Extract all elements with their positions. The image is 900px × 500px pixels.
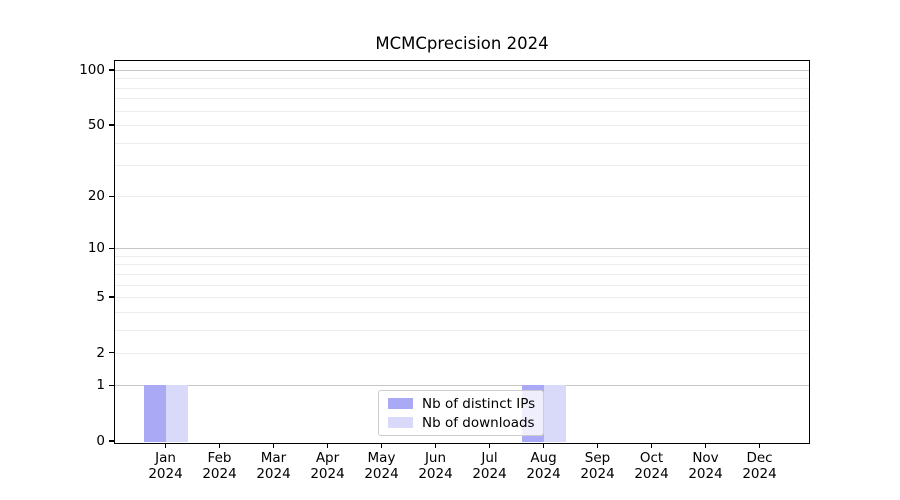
x-tick-label-apr: Apr 2024: [310, 450, 345, 482]
x-tick: [596, 443, 599, 448]
gridline-major: [115, 248, 809, 250]
plot-area: Nb of distinct IPs Nb of downloads 0 1 2 5 1…: [79, 60, 810, 482]
bar-nb-of-downloads-aug-2024: [543, 385, 566, 442]
gridline-major: [115, 70, 809, 71]
legend-label-downloads: Nb of downloads: [422, 414, 535, 431]
bar-nb-of-distinct-ips-jan-2024: [143, 385, 166, 442]
x-tick-label-jul: Jul 2024: [472, 450, 507, 482]
x-tick-label-aug: Aug 2024: [526, 450, 561, 482]
gridline-minor: [115, 297, 809, 298]
legend-entry-distinct-ips: Nb of distinct IPs: [385, 396, 537, 412]
x-tick-label-oct: Oct 2024: [634, 450, 669, 482]
x-tick-label-jan: Jan 2024: [148, 450, 183, 482]
gridline-minor: [115, 352, 809, 354]
gridline-minor: [115, 196, 809, 198]
y-tick-label: 0: [96, 433, 105, 449]
x-tick: [164, 443, 167, 448]
gridline-minor: [115, 124, 809, 126]
y-tick-label: 1: [96, 377, 105, 394]
x-tick: [542, 443, 545, 448]
y-tick-label: 10: [87, 240, 105, 257]
y-tick: [109, 247, 114, 249]
gridline-minor: [115, 87, 809, 89]
gridline-minor: [115, 78, 809, 80]
x-tick: [380, 443, 383, 448]
x-tick-label-sep: Sep 2024: [580, 450, 615, 482]
gridline-minor: [115, 273, 809, 275]
y-tick-label: 2: [96, 344, 105, 361]
gridline-minor: [115, 255, 809, 257]
y-tick-label: 5: [96, 289, 105, 305]
x-tick-label-dec: Dec 2024: [742, 450, 777, 482]
legend-swatch-downloads: [388, 417, 413, 428]
legend-label-distinct-ips: Nb of distinct IPs: [422, 395, 536, 412]
x-tick-label-feb: Feb 2024: [202, 450, 237, 482]
x-tick: [218, 443, 221, 448]
x-tick: [704, 443, 707, 448]
x-tick: [650, 443, 653, 448]
legend-entry-downloads: Nb of downloads: [385, 415, 537, 431]
gridline-minor: [115, 284, 809, 286]
gridline-minor: [115, 264, 809, 266]
gridline-minor: [115, 142, 809, 144]
chart-title: MCMCprecision 2024: [375, 34, 549, 53]
gridline-minor: [115, 164, 809, 166]
y-tick: [109, 296, 114, 298]
gridline-minor: [115, 329, 809, 331]
gridline-major: [115, 385, 809, 387]
y-tick: [109, 351, 114, 354]
x-tick: [326, 443, 329, 448]
x-tick-label-jun: Jun 2024: [418, 450, 453, 482]
y-tick-label: 100: [79, 62, 105, 78]
x-tick: [272, 443, 275, 448]
y-tick-label: 20: [87, 188, 105, 205]
y-tick-label: 50: [87, 116, 105, 133]
x-tick-label-may: May 2024: [364, 450, 399, 482]
x-tick: [434, 443, 437, 448]
y-tick: [109, 384, 114, 386]
legend-swatch-distinct-ips: [388, 398, 413, 409]
bar-nb-of-downloads-jan-2024: [165, 385, 188, 442]
x-tick-label-nov: Nov 2024: [688, 450, 723, 482]
y-tick: [109, 69, 114, 71]
x-tick: [758, 443, 761, 448]
gridline-minor: [115, 110, 809, 112]
y-tick: [109, 124, 114, 126]
gridline-minor: [115, 98, 809, 100]
gridline-minor: [115, 311, 809, 313]
x-tick-label-mar: Mar 2024: [256, 450, 291, 482]
legend: Nb of distinct IPs Nb of downloads: [378, 390, 544, 436]
y-tick: [109, 195, 114, 197]
y-tick: [109, 440, 114, 442]
x-tick: [488, 443, 491, 448]
